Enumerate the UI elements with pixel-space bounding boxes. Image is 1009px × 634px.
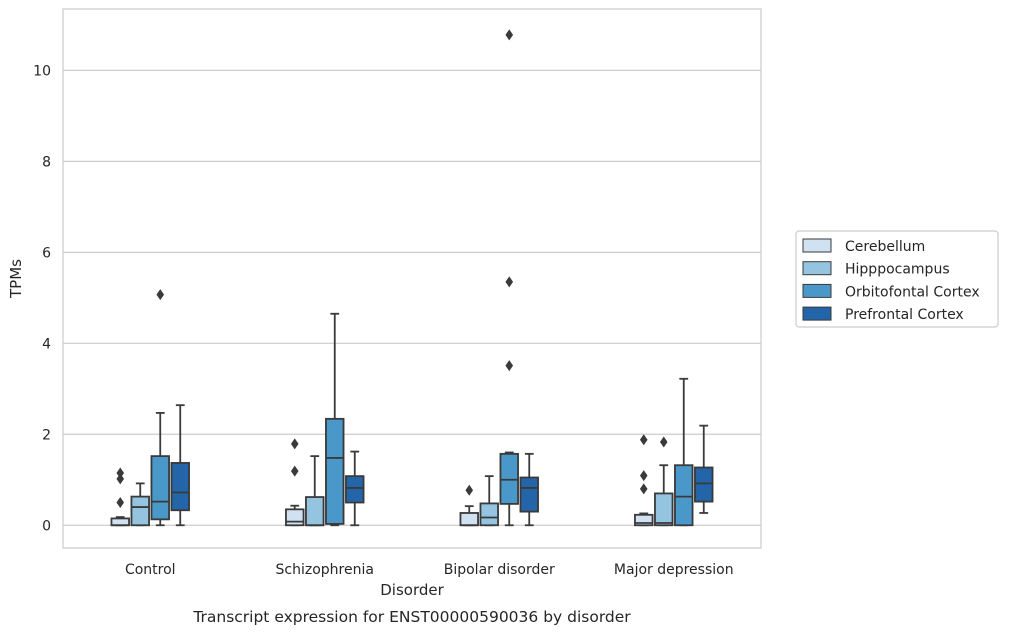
boxes — [110, 29, 714, 527]
box-body — [285, 508, 305, 527]
box-body — [654, 492, 674, 527]
outlier-point-1 — [116, 473, 125, 485]
box-0-2 — [150, 289, 170, 527]
box-body — [110, 517, 130, 527]
box-1-2 — [325, 312, 345, 527]
box-2-3 — [519, 452, 539, 527]
outlier-point-2 — [116, 467, 125, 479]
x-tick-labels: Control Schizophrenia Bipolar disorder Majo… — [125, 562, 734, 578]
box-body — [325, 417, 345, 525]
outlier-point-0 — [290, 465, 299, 477]
legend-label-1: Hipppocampus — [845, 262, 950, 278]
outlier-point-0 — [116, 497, 125, 509]
outlier-point-1 — [290, 438, 299, 450]
box-3-3 — [694, 424, 714, 514]
box-1-0 — [285, 438, 305, 527]
x-tick-label-3: Major depression — [614, 562, 734, 578]
box-body — [674, 464, 694, 527]
box-body — [634, 513, 654, 527]
box-1-1 — [305, 455, 325, 527]
legend: Cerebellum Hipppocampus Orbitofontal Corte… — [795, 230, 999, 328]
box-body — [499, 452, 519, 505]
outlier-point-2 — [639, 434, 648, 446]
outlier-point-0 — [505, 360, 514, 372]
outlier-point-1 — [505, 276, 514, 288]
box-2-0 — [459, 484, 479, 527]
x-tick-label-1: Schizophrenia — [276, 562, 374, 578]
box-body — [170, 462, 190, 512]
x-tick-label-2: Bipolar disorder — [444, 562, 555, 578]
y-tick-label-2: 4 — [42, 336, 51, 352]
outlier-point-0 — [659, 436, 668, 448]
y-tick-labels: 0 2 4 6 8 10 — [33, 63, 51, 534]
box-0-3 — [170, 404, 190, 527]
box-body — [694, 466, 714, 503]
box-0-1 — [130, 482, 150, 527]
y-tick-label-4: 8 — [42, 154, 51, 170]
box-1-3 — [345, 450, 365, 527]
box-3-2 — [674, 377, 694, 527]
box-body — [305, 496, 325, 527]
box-body — [459, 512, 479, 527]
box-3-0 — [634, 434, 654, 527]
x-axis-label: Disorder — [380, 581, 444, 599]
box-body — [130, 495, 150, 527]
outlier-point-0 — [156, 289, 165, 301]
legend-label-0: Cerebellum — [845, 239, 925, 255]
box-body — [519, 476, 539, 513]
y-tick-label-5: 10 — [33, 63, 51, 79]
outlier-point-2 — [505, 29, 514, 41]
box-0-0 — [110, 467, 130, 527]
y-tick-label-3: 6 — [42, 245, 51, 261]
legend-swatch-1 — [802, 261, 832, 276]
outlier-point-1 — [639, 470, 648, 482]
outlier-point-0 — [639, 483, 648, 495]
figure-caption: Transcript expression for ENST0000059003… — [192, 608, 631, 626]
y-tick-label-0: 0 — [42, 518, 51, 534]
box-body — [345, 475, 365, 504]
y-tick-label-1: 2 — [42, 427, 51, 443]
legend-label-3: Prefrontal Cortex — [845, 307, 964, 323]
legend-swatch-2 — [802, 283, 832, 298]
legend-swatch-3 — [802, 306, 832, 321]
box-2-1 — [479, 475, 499, 527]
box-body — [150, 455, 170, 521]
box-body — [479, 502, 499, 527]
box-2-2 — [499, 29, 519, 527]
legend-swatch-0 — [802, 238, 832, 253]
legend-label-2: Orbitofontal Cortex — [845, 284, 980, 300]
y-axis-label: TPMs — [7, 259, 25, 299]
box-3-1 — [654, 436, 674, 527]
legend-frame — [795, 230, 999, 328]
plot-frame — [62, 8, 762, 549]
outlier-point-0 — [465, 484, 474, 496]
x-tick-label-0: Control — [125, 562, 176, 578]
